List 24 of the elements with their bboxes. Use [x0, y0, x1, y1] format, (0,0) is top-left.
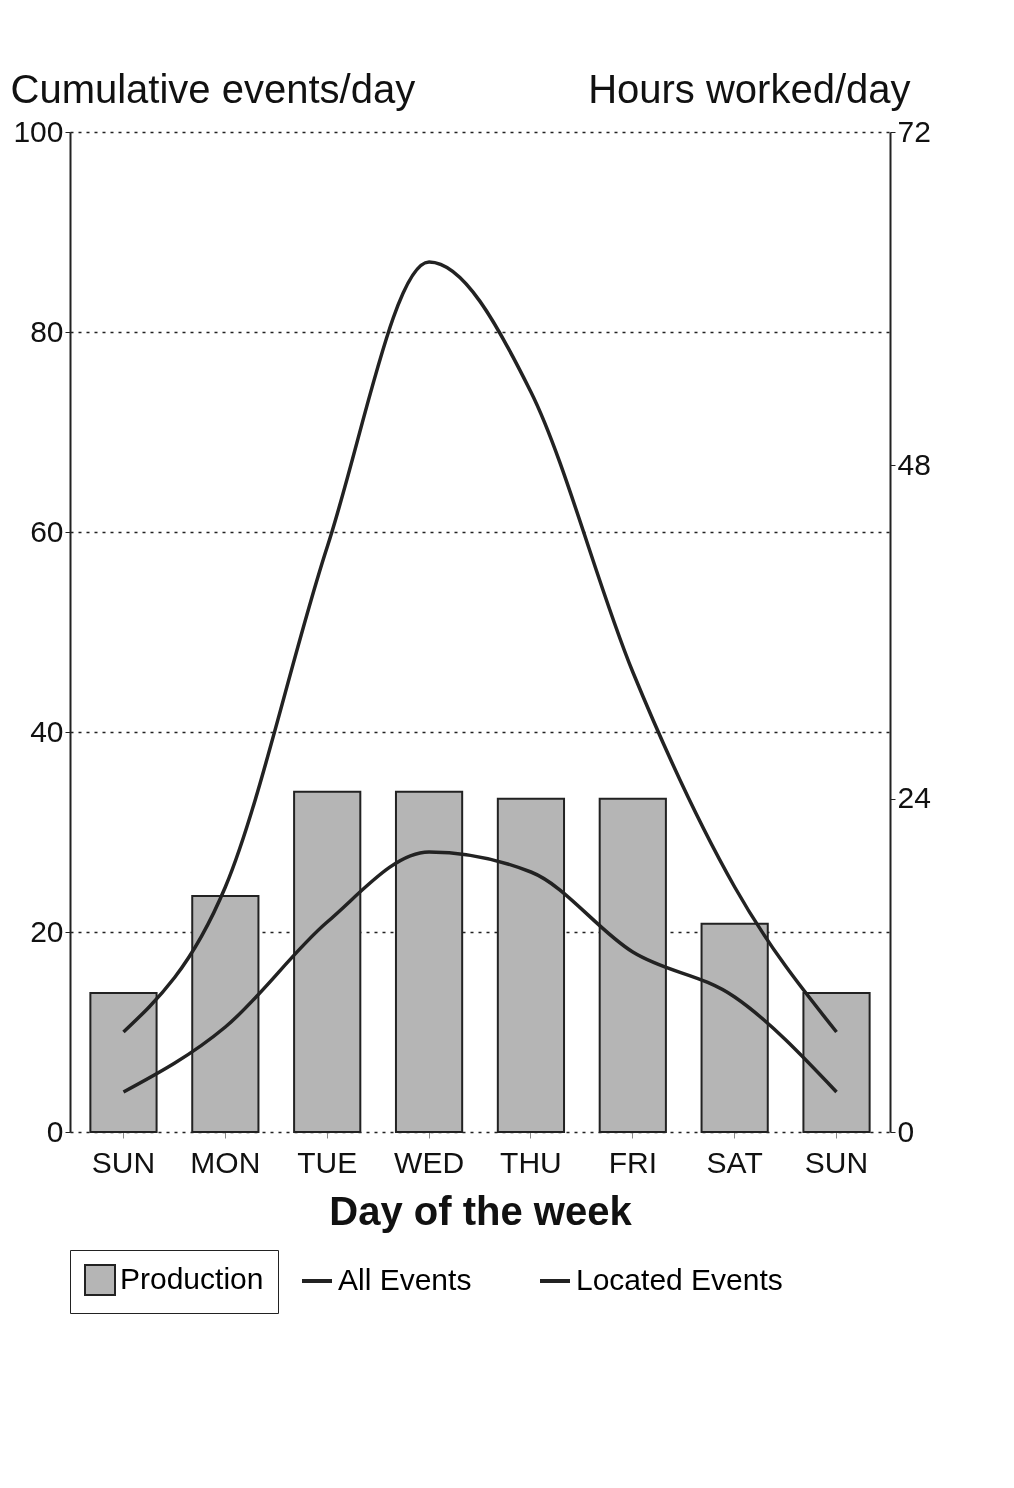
y-tick-label: 20	[30, 914, 64, 948]
x-tick-label: FRI	[608, 1145, 657, 1179]
x-tick-label: SAT	[706, 1145, 763, 1179]
x-tick-label: MON	[190, 1145, 261, 1179]
x-tick-label: WED	[394, 1145, 465, 1179]
y-axis-title: Cumulative events/day	[10, 66, 416, 111]
legend-label: Production	[120, 1262, 264, 1295]
x-axis-title: Day of the week	[329, 1188, 633, 1233]
y2-tick-label: 72	[897, 114, 931, 148]
y-tick-label: 40	[30, 714, 64, 748]
x-tick-label: THU	[500, 1145, 562, 1179]
x-tick-label: TUE	[297, 1145, 358, 1179]
y-tick-label: 80	[30, 314, 64, 348]
y2-tick-label: 24	[897, 781, 931, 815]
y2-axis-title: Hours worked/day	[588, 66, 911, 111]
y-tick-label: 0	[46, 1114, 64, 1148]
x-tick-label: SUN	[804, 1145, 869, 1179]
y-tick-label: 60	[30, 514, 64, 548]
y2-tick-label: 48	[897, 447, 931, 481]
y2-tick-label: 0	[897, 1114, 915, 1148]
legend-label: Located Events	[576, 1263, 783, 1296]
y-tick-label: 100	[13, 114, 64, 148]
legend-label: All Events	[338, 1263, 472, 1296]
x-tick-label: SUN	[91, 1145, 156, 1179]
